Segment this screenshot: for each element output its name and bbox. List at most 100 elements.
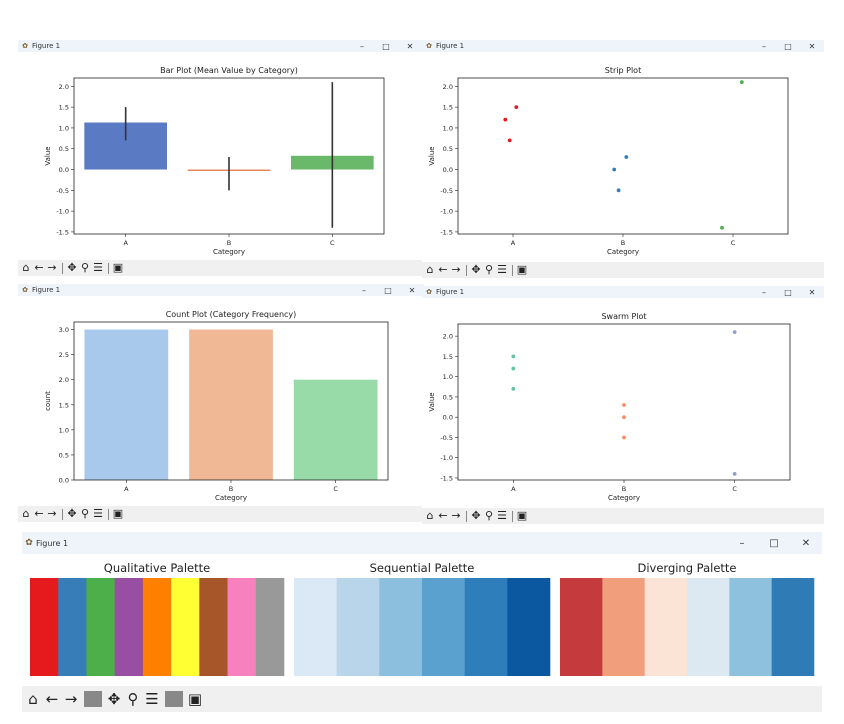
- pan-icon[interactable]: ✥: [107, 690, 121, 708]
- y-tick-label: 0.5: [443, 393, 453, 401]
- minimize-button[interactable]: –: [739, 537, 745, 549]
- y-tick-label: -1.5: [440, 228, 453, 236]
- home-icon[interactable]: ⌂: [22, 261, 30, 274]
- y-tick-label: 1.5: [443, 104, 453, 112]
- pan-icon[interactable]: ✥: [67, 261, 77, 274]
- home-icon[interactable]: ⌂: [22, 507, 30, 520]
- minimize-button[interactable]: –: [762, 287, 766, 297]
- configure-icon[interactable]: ☰: [145, 690, 159, 708]
- palette-swatch: [687, 578, 730, 676]
- forward-icon[interactable]: →: [47, 507, 57, 520]
- x-tick-label: A: [511, 485, 516, 493]
- minimize-button[interactable]: –: [362, 285, 366, 295]
- navigation-toolbar: ⌂ ← → ✥ ⚲ ☰ ▣: [422, 262, 824, 278]
- y-tick-label: 0.5: [443, 145, 453, 153]
- x-tick-label: B: [229, 485, 233, 493]
- x-axis-label: Category: [215, 494, 247, 502]
- zoom-icon[interactable]: ⚲: [80, 261, 90, 274]
- y-tick-label: 2.5: [59, 351, 69, 359]
- palette-swatch: [294, 578, 337, 676]
- maximize-button[interactable]: □: [769, 537, 779, 549]
- minimize-button[interactable]: –: [360, 41, 364, 51]
- y-tick-label: -0.5: [440, 434, 453, 442]
- maximize-button[interactable]: □: [384, 285, 392, 295]
- palette-swatch: [199, 578, 228, 676]
- y-tick-label: -1.5: [56, 228, 69, 236]
- data-point-C: [739, 80, 744, 85]
- bar-B: [189, 329, 273, 480]
- maximize-button[interactable]: □: [784, 287, 792, 297]
- back-icon[interactable]: ←: [438, 263, 448, 276]
- zoom-icon[interactable]: ⚲: [127, 690, 139, 708]
- y-tick-label: 0.0: [443, 166, 453, 174]
- navigation-toolbar: ⌂ ← → ✥ ⚲ ☰ ▣: [18, 506, 424, 522]
- y-tick-label: -0.5: [440, 187, 453, 195]
- zoom-icon[interactable]: ⚲: [484, 263, 494, 276]
- data-point-B: [622, 403, 626, 407]
- configure-icon[interactable]: ☰: [497, 509, 507, 522]
- y-tick-label: 1.5: [443, 353, 453, 361]
- x-tick-label: A: [123, 239, 128, 247]
- configure-icon[interactable]: ☰: [497, 263, 507, 276]
- palette-title: Sequential Palette: [370, 561, 475, 575]
- window-title: Figure 1: [436, 288, 465, 296]
- y-tick-label: 2.0: [59, 83, 69, 91]
- zoom-icon[interactable]: ⚲: [484, 509, 494, 522]
- navigation-toolbar: ⌂ ← → ✥ ⚲ ☰ ▣: [18, 260, 422, 276]
- toolbar-separator: [62, 262, 63, 274]
- forward-icon[interactable]: →: [451, 509, 461, 522]
- close-button[interactable]: ✕: [808, 287, 816, 297]
- home-icon[interactable]: ⌂: [28, 690, 38, 708]
- window-titlebar[interactable]: ✿ Figure 1 – □ ✕: [18, 284, 424, 296]
- close-button[interactable]: ✕: [801, 537, 811, 549]
- minimize-button[interactable]: –: [762, 41, 766, 51]
- configure-icon[interactable]: ☰: [93, 507, 103, 520]
- window-titlebar[interactable]: ✿ Figure 1 – □ ✕: [22, 532, 822, 554]
- save-icon[interactable]: ▣: [112, 261, 124, 274]
- palette-swatch: [644, 578, 688, 676]
- x-tick-label: C: [330, 239, 335, 247]
- forward-icon[interactable]: →: [64, 690, 78, 708]
- palette-swatch: [30, 578, 59, 676]
- close-button[interactable]: ✕: [408, 285, 416, 295]
- pan-icon[interactable]: ✥: [471, 263, 481, 276]
- forward-icon[interactable]: →: [47, 261, 57, 274]
- x-axis-label: Category: [608, 494, 640, 502]
- close-button[interactable]: ✕: [406, 41, 414, 51]
- x-tick-label: C: [333, 485, 338, 493]
- y-tick-label: 1.5: [59, 401, 69, 409]
- home-icon[interactable]: ⌂: [426, 263, 434, 276]
- data-point-B: [624, 155, 629, 159]
- data-point-B: [622, 435, 626, 440]
- data-point-B: [612, 167, 617, 172]
- pan-icon[interactable]: ✥: [67, 507, 77, 520]
- y-tick-label: 1.0: [443, 124, 453, 132]
- window-titlebar[interactable]: ✿ Figure 1 – □ ✕: [422, 40, 824, 52]
- save-icon[interactable]: ▣: [516, 263, 528, 276]
- back-icon[interactable]: ←: [438, 509, 448, 522]
- x-tick-label: A: [124, 485, 129, 493]
- swarm-chart: Swarm Plot-1.5-1.0-0.50.00.51.01.52.0A B C…: [428, 312, 791, 502]
- zoom-icon[interactable]: ⚲: [80, 507, 90, 520]
- configure-icon[interactable]: ☰: [93, 261, 103, 274]
- maximize-button[interactable]: □: [784, 41, 792, 51]
- figure-app-icon: ✿: [22, 42, 28, 50]
- window-titlebar[interactable]: ✿ Figure 1 – □ ✕: [422, 286, 824, 298]
- back-icon[interactable]: ←: [45, 690, 59, 708]
- pan-icon[interactable]: ✥: [471, 509, 481, 522]
- x-tick-label: A: [511, 239, 516, 247]
- maximize-button[interactable]: □: [382, 41, 390, 51]
- save-icon[interactable]: ▣: [112, 507, 124, 520]
- toolbar-separator: [466, 510, 467, 522]
- back-icon[interactable]: ←: [34, 261, 44, 274]
- close-button[interactable]: ✕: [808, 41, 816, 51]
- window-titlebar[interactable]: ✿ Figure 1 – □ ✕: [18, 40, 422, 52]
- save-icon[interactable]: ▣: [187, 690, 203, 708]
- x-tick-label: B: [622, 485, 626, 493]
- back-icon[interactable]: ←: [34, 507, 44, 520]
- toolbar-separator: [84, 691, 102, 707]
- save-icon[interactable]: ▣: [516, 509, 528, 522]
- x-tick-label: C: [731, 239, 736, 247]
- home-icon[interactable]: ⌂: [426, 509, 434, 522]
- forward-icon[interactable]: →: [451, 263, 461, 276]
